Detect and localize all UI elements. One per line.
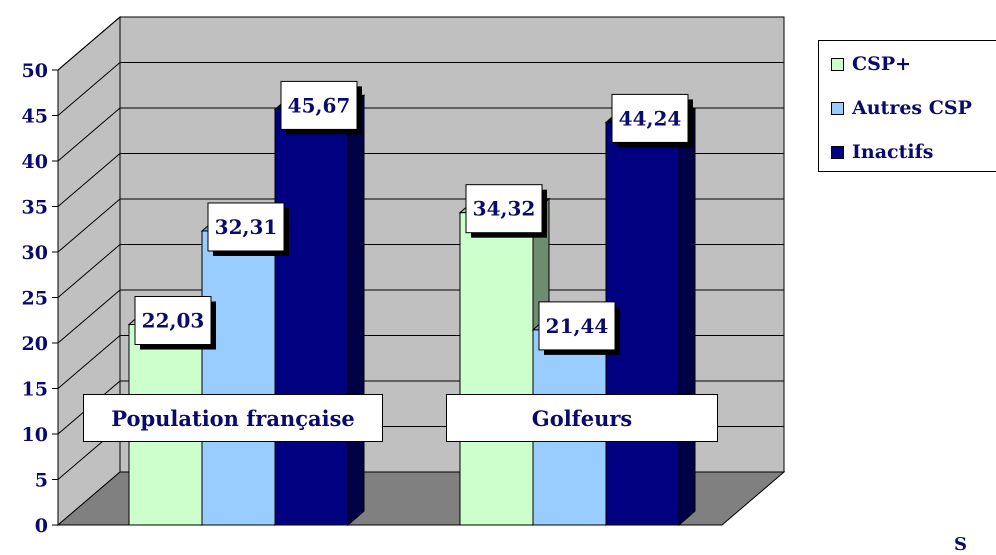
data-label-population-autres-csp: 32,31 bbox=[207, 202, 289, 256]
legend-swatch-autres-csp bbox=[831, 101, 844, 115]
legend-item-inactifs: Inactifs bbox=[831, 141, 933, 163]
data-label-box bbox=[134, 296, 212, 346]
y-tick-label: 50 bbox=[22, 60, 48, 82]
bar-front bbox=[459, 212, 534, 526]
y-tick-label: 30 bbox=[22, 242, 48, 264]
legend: CSP+ Autres CSP Inactifs bbox=[818, 40, 996, 172]
gridline-side bbox=[57, 62, 121, 116]
data-label-golfeurs-csp-plus: 34,32 bbox=[465, 184, 547, 238]
gridline-side bbox=[57, 198, 121, 253]
gridline-side bbox=[57, 153, 121, 207]
bar-population-inactifs bbox=[273, 94, 366, 527]
legend-item-autres-csp: Autres CSP bbox=[831, 97, 972, 119]
data-label-box bbox=[280, 80, 358, 130]
data-label-population-csp-plus: 22,03 bbox=[134, 296, 216, 350]
data-label-text: 44,24 bbox=[619, 106, 682, 130]
y-tick-label: 5 bbox=[35, 470, 48, 492]
y-tick-label: 0 bbox=[35, 515, 48, 537]
data-label-text: 34,32 bbox=[473, 197, 536, 221]
gridline-side bbox=[57, 289, 121, 344]
data-label-text: 32,31 bbox=[215, 215, 278, 239]
legend-item-csp-plus: CSP+ bbox=[831, 53, 911, 75]
y-tick-label: 10 bbox=[22, 424, 48, 446]
legend-swatch-inactifs bbox=[831, 145, 844, 159]
data-label-population-inactifs: 45,67 bbox=[280, 80, 362, 135]
data-label-box bbox=[465, 184, 543, 234]
data-label-golfeurs-inactifs: 44,24 bbox=[611, 93, 693, 148]
gridline-side bbox=[57, 107, 121, 162]
data-label-box bbox=[207, 202, 285, 252]
data-label-box bbox=[538, 301, 616, 351]
category-label-population: Population française bbox=[83, 394, 383, 442]
data-label-text: 45,67 bbox=[288, 93, 351, 117]
bar-side bbox=[347, 94, 365, 527]
bar-front bbox=[274, 108, 349, 526]
category-label-golfeurs: Golfeurs bbox=[446, 394, 718, 442]
source-text: S bbox=[954, 534, 967, 555]
data-label-box bbox=[611, 93, 689, 143]
bar-side bbox=[678, 107, 696, 527]
gridline-side bbox=[57, 16, 121, 71]
y-tick-label: 20 bbox=[22, 333, 48, 355]
data-labels: 22,03 32,31 45,67 34,32 21,44 44,24 bbox=[134, 80, 693, 355]
y-tick-label: 45 bbox=[22, 106, 48, 128]
legend-label-csp-plus: CSP+ bbox=[852, 53, 912, 75]
y-tick-label: 35 bbox=[22, 197, 48, 219]
data-label-text: 22,03 bbox=[142, 309, 205, 333]
data-label-text: 21,44 bbox=[546, 314, 609, 338]
bar-front bbox=[201, 230, 276, 526]
legend-label-inactifs: Inactifs bbox=[852, 141, 934, 163]
y-tick-label: 25 bbox=[22, 288, 48, 310]
y-tick-label: 40 bbox=[22, 151, 48, 173]
legend-swatch-csp-plus bbox=[831, 57, 844, 71]
legend-label-autres-csp: Autres CSP bbox=[852, 97, 972, 119]
y-axis-ticks: 0 5 10 15 20 25 30 35 40 45 50 bbox=[22, 60, 59, 537]
gridline-side bbox=[57, 335, 121, 389]
gridline-side bbox=[57, 244, 121, 298]
data-label-golfeurs-autres-csp: 21,44 bbox=[538, 301, 620, 355]
y-tick-label: 15 bbox=[22, 379, 48, 401]
